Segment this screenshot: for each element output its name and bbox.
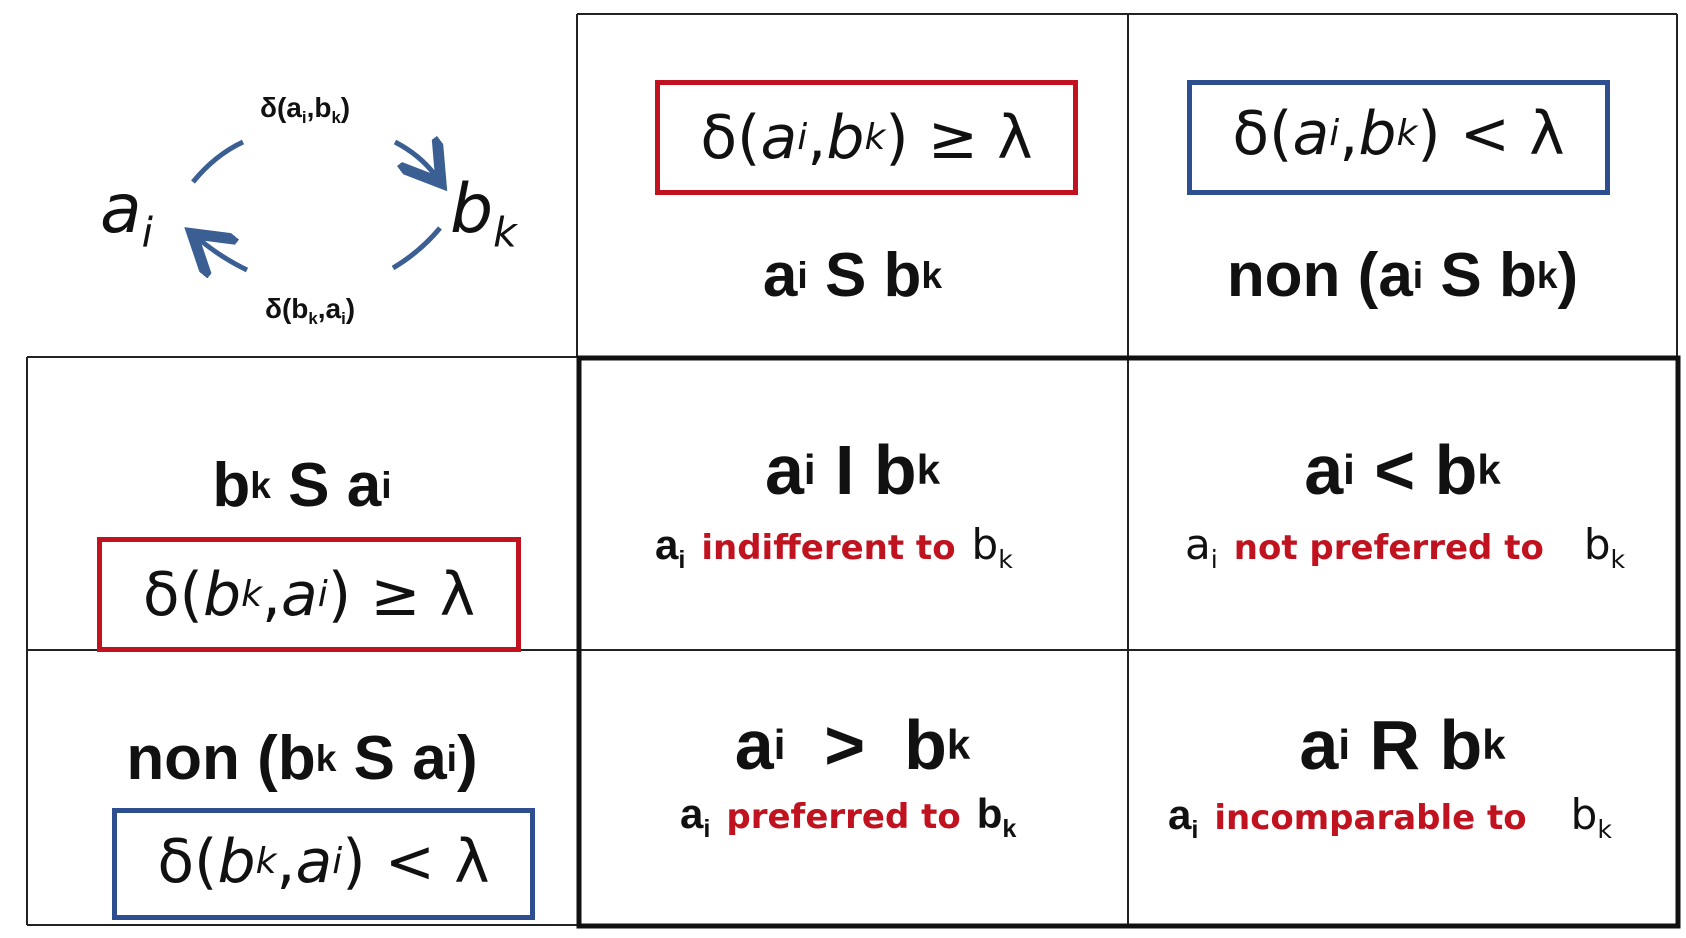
arrow-top [191,139,245,184]
cell-indifferent-description: ai indifferent to bk [655,520,1013,574]
cell-incomparable-description: ai incomparable to bk [1168,790,1612,844]
arrow-bottom-head [200,240,249,270]
arrow-bottom [391,226,442,271]
node-a: ai [100,170,154,257]
cell-not-preferred-description: ai not preferred to bk [1185,520,1626,574]
column-2-condition: δ(a i, b k) < λ [1232,98,1565,169]
column-2-relation: non (a i S b k) [1226,240,1579,310]
row-1-condition: δ(b k, a i) ≥ λ [142,559,476,630]
row-2-condition: δ(b k, a i) < λ [157,827,490,897]
row-2-relation: non (b k S a i) [126,723,478,793]
label-bottom-arrow: δ(bk,ai) [265,293,356,328]
node-b: bk [450,170,517,257]
arrow-top-head [393,142,435,175]
label-top-arrow: δ(ai,bk) [260,92,351,127]
row-2-condition-box [112,808,535,920]
row-1-condition-box [97,537,521,652]
column-2-condition-box [1187,80,1610,195]
relation-graph [0,0,577,357]
cell-preferred-description: ai preferred to bk [680,790,1017,843]
column-1-condition: δ(a i, b k) ≥ λ [700,102,1033,173]
column-1-condition-box [655,80,1078,195]
